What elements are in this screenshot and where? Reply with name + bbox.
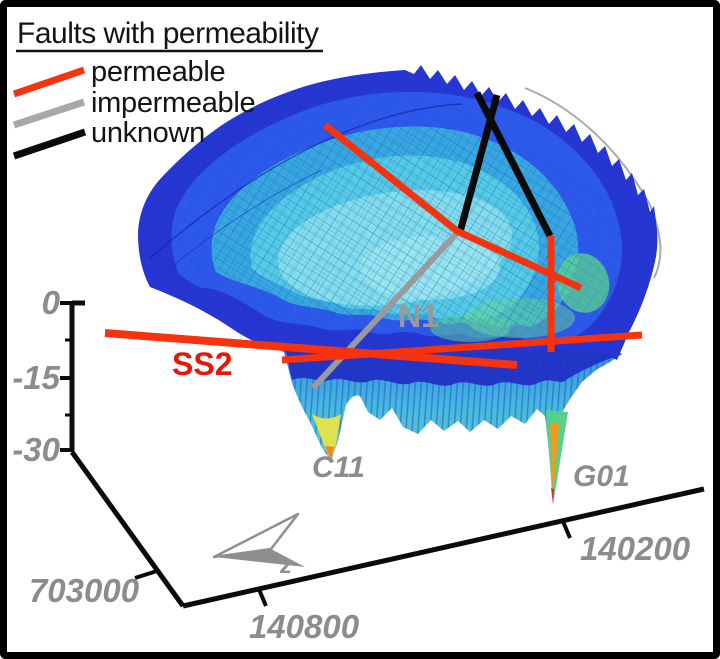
north-arrow-icon	[212, 512, 300, 559]
legend-title: Faults with permeability	[17, 17, 319, 50]
legend-swatch-unknown	[12, 128, 87, 160]
z-tick-label-0: 0	[42, 284, 61, 321]
easting-tick-label-140800: 140800	[249, 608, 360, 645]
well-label-c11: C11	[312, 451, 365, 484]
legend-swatch-impermeable	[12, 98, 86, 129]
northing-tick-703000	[134, 569, 158, 580]
z-tick-label-30: -30	[12, 431, 60, 468]
mesh-overlay-dark	[138, 70, 658, 360]
fault-line-n1-impermeable	[310, 229, 461, 391]
legend-swatch-permeable	[12, 66, 86, 98]
fault-line-permeable-diagonal	[322, 122, 583, 292]
fault-traces	[104, 91, 643, 391]
legend: Faults with permeability permeable imper…	[12, 17, 323, 160]
easting-axis-line	[182, 486, 705, 609]
legend-label-permeable: permeable	[91, 56, 225, 88]
fault-line-ss2-permeable	[104, 329, 518, 369]
easting-tick-140200	[560, 518, 572, 539]
fault-label-ss2: SS2	[172, 346, 232, 382]
north-arrow: z	[212, 512, 305, 579]
legend-label-unknown: unknown	[91, 117, 205, 149]
axes	[60, 300, 705, 609]
easting-tick-140800	[256, 586, 268, 607]
contour-line-2	[167, 169, 323, 271]
fault-line-permeable-long	[281, 331, 643, 364]
legend-label-impermeable: impermeable	[91, 87, 255, 119]
northing-axis-line	[69, 450, 186, 608]
contour-line-1	[149, 103, 463, 259]
north-arrow-icon-solid	[214, 549, 305, 567]
well-spike-g01-tip	[551, 488, 554, 504]
well-spike-c11-tip	[325, 446, 334, 460]
well-spike-g01-core	[550, 424, 559, 499]
well-label-g01: G01	[573, 460, 630, 493]
northing-tick-label: 703000	[29, 572, 140, 609]
well-spike-c11	[312, 414, 341, 460]
fault-label-n1: N1	[398, 298, 439, 334]
fault-line-unknown-2	[456, 94, 501, 233]
surface-rim-outline	[524, 87, 662, 279]
easting-tick-label-140200: 140200	[580, 530, 691, 567]
z-tick-label-15: -15	[12, 359, 60, 396]
north-arrow-label: z	[279, 552, 292, 579]
